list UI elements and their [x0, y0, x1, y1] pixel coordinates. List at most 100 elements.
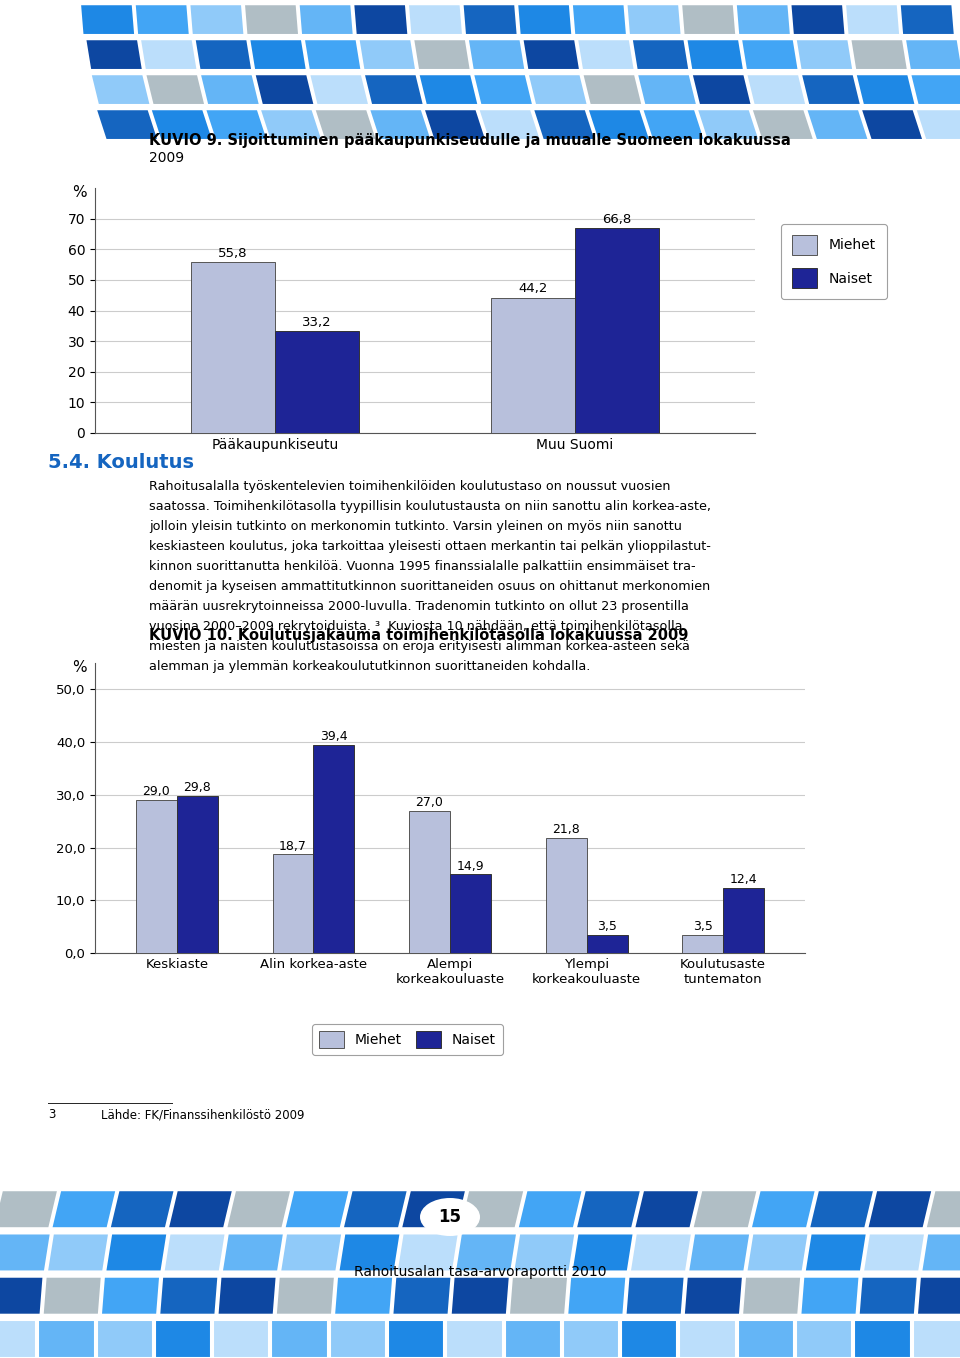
Text: denomit ja kyseisen ammattitutkinnon suorittaneiden osuus on ohittanut merkonomi: denomit ja kyseisen ammattitutkinnon suo…: [149, 580, 710, 593]
Polygon shape: [353, 4, 408, 35]
Polygon shape: [900, 4, 955, 35]
Polygon shape: [446, 1320, 502, 1358]
Polygon shape: [155, 1320, 211, 1358]
Polygon shape: [338, 1233, 400, 1271]
Polygon shape: [284, 1190, 349, 1228]
Polygon shape: [80, 4, 135, 35]
Polygon shape: [109, 1190, 175, 1228]
Polygon shape: [200, 75, 260, 105]
Polygon shape: [0, 1277, 43, 1315]
Polygon shape: [101, 1277, 160, 1315]
Polygon shape: [588, 109, 650, 140]
Bar: [575, 228, 659, 433]
Polygon shape: [343, 1190, 408, 1228]
Polygon shape: [686, 39, 744, 71]
Polygon shape: [688, 1233, 751, 1271]
Polygon shape: [746, 1233, 808, 1271]
Polygon shape: [213, 1320, 270, 1358]
Polygon shape: [388, 1320, 444, 1358]
Polygon shape: [642, 109, 705, 140]
Text: 66,8: 66,8: [602, 213, 632, 227]
Polygon shape: [0, 1190, 59, 1228]
Bar: [177, 796, 218, 953]
Polygon shape: [90, 75, 151, 105]
Bar: [191, 262, 275, 433]
Polygon shape: [85, 39, 143, 71]
Polygon shape: [254, 75, 315, 105]
Polygon shape: [0, 1233, 51, 1271]
Polygon shape: [681, 4, 736, 35]
Polygon shape: [854, 1320, 910, 1358]
Polygon shape: [314, 109, 377, 140]
Text: 33,2: 33,2: [302, 316, 332, 329]
Polygon shape: [533, 109, 595, 140]
Polygon shape: [752, 109, 814, 140]
Polygon shape: [134, 4, 190, 35]
Text: vuosina 2000–2009 rekrytoiduista. ³  Kuviosta 10 nähdään, että toimihenkilötasol: vuosina 2000–2009 rekrytoiduista. ³ Kuvi…: [149, 619, 683, 633]
Bar: [545, 838, 587, 953]
Polygon shape: [845, 4, 900, 35]
Polygon shape: [38, 1320, 94, 1358]
Polygon shape: [697, 109, 759, 140]
Polygon shape: [636, 75, 697, 105]
Polygon shape: [96, 109, 158, 140]
Polygon shape: [299, 4, 354, 35]
Polygon shape: [468, 39, 525, 71]
Polygon shape: [517, 1190, 583, 1228]
Polygon shape: [804, 1233, 867, 1271]
Bar: [275, 331, 359, 433]
Text: Rahoitusalalla työskentelevien toimihenkilöiden koulutustaso on noussut vuosien: Rahoitusalalla työskentelevien toimihenk…: [149, 479, 670, 493]
Text: alemman ja ylemmän korkeakoulututkinnon suorittaneiden kohdalla.: alemman ja ylemmän korkeakoulututkinnon …: [149, 660, 590, 672]
Polygon shape: [364, 75, 424, 105]
Text: 3,5: 3,5: [597, 919, 617, 933]
Polygon shape: [632, 39, 689, 71]
Legend: Miehet, Naiset: Miehet, Naiset: [312, 1024, 503, 1055]
Polygon shape: [423, 109, 487, 140]
Text: 14,9: 14,9: [457, 860, 484, 873]
Polygon shape: [867, 1190, 932, 1228]
Polygon shape: [42, 1277, 102, 1315]
Text: 44,2: 44,2: [518, 282, 548, 296]
Text: 39,4: 39,4: [320, 731, 348, 743]
Polygon shape: [51, 1190, 116, 1228]
Polygon shape: [528, 75, 588, 105]
Polygon shape: [163, 1233, 226, 1271]
Text: 18,7: 18,7: [279, 839, 307, 853]
Polygon shape: [205, 109, 268, 140]
Polygon shape: [635, 1190, 699, 1228]
Polygon shape: [272, 1320, 327, 1358]
Polygon shape: [790, 4, 846, 35]
Polygon shape: [463, 4, 517, 35]
Polygon shape: [47, 1233, 109, 1271]
Polygon shape: [329, 1320, 386, 1358]
Polygon shape: [168, 1190, 233, 1228]
Bar: [587, 934, 628, 953]
Polygon shape: [189, 4, 245, 35]
Polygon shape: [809, 1190, 875, 1228]
Polygon shape: [576, 1190, 641, 1228]
Polygon shape: [517, 4, 572, 35]
Text: keskiasteen koulutus, joka tarkoittaa yleisesti ottaen merkantin tai pelkän ylio: keskiasteen koulutus, joka tarkoittaa yl…: [149, 540, 710, 553]
Polygon shape: [250, 39, 307, 71]
Text: %: %: [72, 185, 86, 200]
Polygon shape: [151, 109, 213, 140]
Polygon shape: [563, 1320, 619, 1358]
Text: 3: 3: [48, 1108, 56, 1120]
Polygon shape: [303, 39, 362, 71]
Text: 21,8: 21,8: [552, 823, 580, 837]
Bar: [683, 934, 723, 953]
Polygon shape: [309, 75, 370, 105]
Polygon shape: [851, 39, 908, 71]
Polygon shape: [917, 1277, 960, 1315]
Polygon shape: [222, 1233, 284, 1271]
Polygon shape: [796, 39, 853, 71]
Polygon shape: [97, 1320, 153, 1358]
Polygon shape: [735, 4, 791, 35]
Text: jolloin yleisin tutkinto on merkonomin tutkinto. Varsin yleinen on myös niin san: jolloin yleisin tutkinto on merkonomin t…: [149, 520, 682, 532]
Polygon shape: [450, 1277, 510, 1315]
Polygon shape: [473, 75, 533, 105]
Polygon shape: [751, 1190, 816, 1228]
Text: Rahoitusalan tasa-arvoraportti 2010: Rahoitusalan tasa-arvoraportti 2010: [353, 1266, 607, 1279]
Bar: [314, 746, 354, 953]
Polygon shape: [369, 109, 432, 140]
